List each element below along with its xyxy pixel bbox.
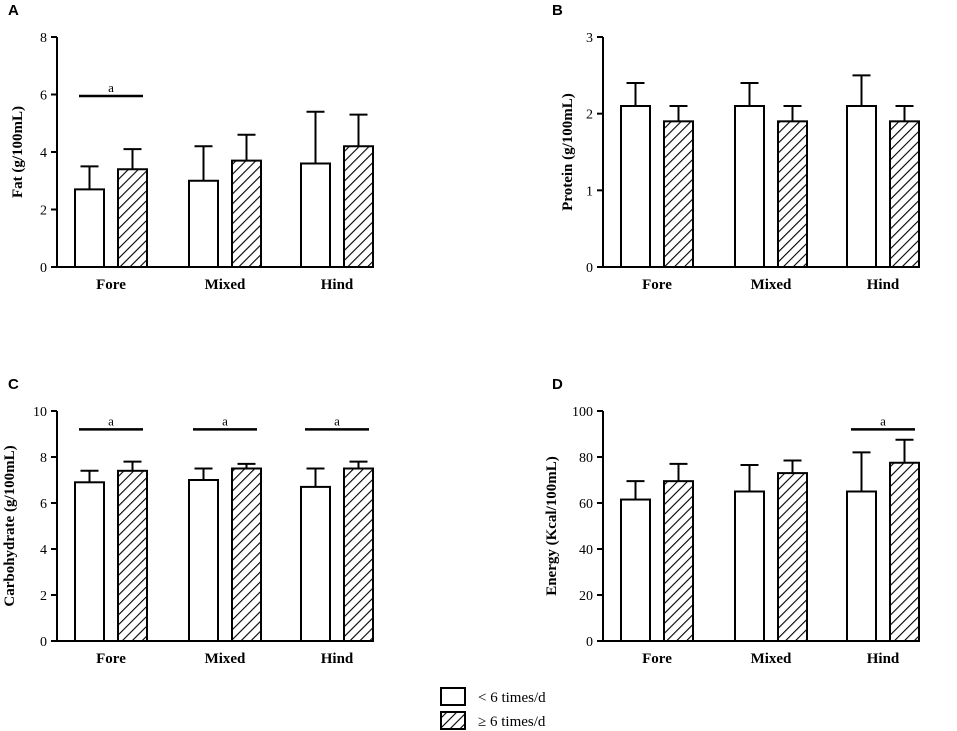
significance-label: a — [108, 413, 114, 428]
bar-ge6-fore — [663, 120, 694, 269]
bar-lt6-fore — [74, 481, 105, 642]
y-tick-label: 8 — [40, 31, 47, 46]
bar-lt6-hind — [300, 485, 331, 642]
y-tick-label: 6 — [40, 497, 47, 512]
bar-lt6-mixed — [734, 490, 765, 642]
bar-ge6-mixed — [777, 472, 808, 642]
y-tick-label: 10 — [33, 405, 47, 420]
y-tick-label: 2 — [40, 204, 47, 219]
y-tick-label: 2 — [586, 108, 593, 123]
panel-C: C Carbohydrate (g/100mL) 0 2 4 6 8 10 Fore Mixed H… — [2, 376, 374, 667]
bar-ge6-mixed — [231, 159, 262, 268]
bar-lt6-fore — [620, 498, 651, 642]
bar-lt6-hind — [300, 162, 331, 268]
panel-letter: D — [552, 376, 563, 393]
bar-lt6-fore — [620, 105, 651, 268]
y-axis-title: Carbohydrate (g/100mL) — [2, 445, 18, 606]
y-tick-label: 80 — [579, 451, 593, 466]
bar-lt6-mixed — [188, 479, 219, 642]
y-axis-title: Protein (g/100mL) — [560, 93, 576, 211]
legend: < 6 times/d ≥ 6 times/d — [440, 687, 546, 730]
panel-B: B Protein (g/100mL) 0 1 2 3 Fore Mixed Hind — [552, 2, 920, 293]
significance-label: a — [880, 413, 886, 428]
bar-lt6-hind — [846, 490, 877, 642]
y-tick-label: 2 — [40, 589, 47, 604]
x-category-label: Hind — [867, 651, 900, 667]
bar-lt6-fore — [74, 188, 105, 268]
bar-ge6-hind — [343, 145, 374, 268]
y-tick-label: 60 — [579, 497, 593, 512]
x-category-label: Fore — [642, 277, 672, 293]
y-tick-label: 20 — [579, 589, 593, 604]
bar-lt6-hind — [846, 105, 877, 268]
panel-letter: C — [8, 376, 19, 393]
bar-lt6-mixed — [734, 105, 765, 268]
bar-ge6-hind — [889, 461, 920, 642]
x-category-label: Mixed — [205, 277, 246, 293]
panel-D: D Energy (Kcal/100mL) 0 20 40 60 80 100 Fore Mixe… — [544, 376, 920, 667]
x-category-label: Hind — [867, 277, 900, 293]
y-tick-label: 0 — [40, 635, 47, 650]
panel-letter: A — [8, 2, 19, 19]
x-category-label: Fore — [96, 651, 126, 667]
x-category-label: Mixed — [751, 651, 792, 667]
bar-lt6-mixed — [188, 179, 219, 268]
y-tick-label: 6 — [40, 89, 47, 104]
x-category-label: Mixed — [751, 277, 792, 293]
panel-letter: B — [552, 2, 563, 19]
y-tick-label: 0 — [40, 261, 47, 276]
panel-A: A Fat (g/100mL) 0 2 4 6 8 Fore Mixed Hind a — [8, 2, 374, 293]
x-category-label: Fore — [642, 651, 672, 667]
legend-swatch-hatched — [440, 711, 466, 730]
legend-swatch-open — [440, 687, 466, 706]
y-tick-label: 8 — [40, 451, 47, 466]
bar-ge6-hind — [889, 120, 920, 269]
x-category-label: Hind — [321, 651, 354, 667]
y-tick-label: 4 — [40, 543, 47, 558]
legend-label-open: < 6 times/d — [478, 690, 546, 706]
y-tick-label: 0 — [586, 261, 593, 276]
y-tick-label: 1 — [586, 184, 593, 199]
y-axis-title: Fat (g/100mL) — [10, 106, 26, 198]
significance-label: a — [222, 413, 228, 428]
significance-label: a — [108, 80, 114, 95]
x-category-label: Hind — [321, 277, 354, 293]
y-tick-label: 3 — [586, 31, 593, 46]
y-axis-title: Energy (Kcal/100mL) — [544, 456, 560, 596]
bar-ge6-mixed — [231, 467, 262, 642]
y-tick-label: 0 — [586, 635, 593, 650]
y-tick-label: 40 — [579, 543, 593, 558]
bar-ge6-mixed — [777, 120, 808, 269]
bar-ge6-fore — [117, 168, 148, 268]
x-category-label: Fore — [96, 277, 126, 293]
x-category-label: Mixed — [205, 651, 246, 667]
y-tick-label: 4 — [40, 146, 47, 161]
significance-label: a — [334, 413, 340, 428]
bar-ge6-fore — [117, 469, 148, 642]
panels: A Fat (g/100mL) 0 2 4 6 8 Fore Mixed Hind a B Protei… — [2, 2, 920, 667]
y-tick-label: 100 — [572, 405, 593, 420]
bar-ge6-hind — [343, 467, 374, 642]
legend-label-hatched: ≥ 6 times/d — [478, 714, 546, 730]
bar-ge6-fore — [663, 480, 694, 642]
